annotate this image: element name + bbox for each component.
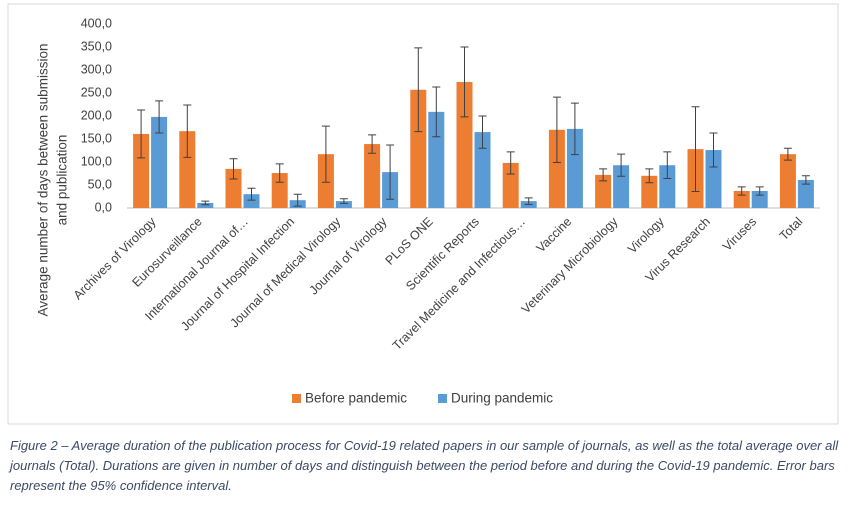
error-bar (229, 158, 238, 180)
error-bar (339, 198, 348, 204)
legend-label: Before pandemic (305, 391, 407, 406)
error-bar (183, 104, 192, 158)
bar (705, 150, 722, 208)
bar (595, 174, 612, 208)
error-bar (755, 186, 764, 196)
error-bar (137, 109, 146, 159)
error-bar (506, 151, 515, 175)
bar (151, 116, 168, 208)
bar (335, 201, 352, 208)
y-tick-label: 300,0 (81, 62, 112, 76)
y-tick-label: 0,0 (95, 200, 112, 214)
legend-label: During pandemic (451, 391, 553, 406)
legend-swatch (292, 394, 301, 403)
error-bar (783, 147, 792, 161)
error-bar (663, 151, 672, 180)
bar (456, 81, 473, 208)
x-tick-label: Virology (625, 214, 667, 256)
legend-swatch (438, 394, 447, 403)
chart-frame (7, 3, 839, 425)
bar (548, 129, 565, 208)
error-bar (368, 134, 377, 154)
y-tick-label: 400,0 (81, 16, 112, 30)
y-tick-label: 100,0 (81, 154, 112, 168)
bar (133, 133, 150, 208)
error-bar (524, 197, 533, 205)
y-axis-title: Average number of days between submissio… (36, 44, 51, 317)
bar (364, 144, 381, 208)
error-bar (293, 193, 302, 207)
bar (566, 128, 583, 208)
y-tick-label: 350,0 (81, 39, 112, 53)
bar (779, 154, 796, 208)
x-tick-label: Archives of Virology (71, 214, 159, 302)
error-bar (691, 106, 700, 192)
error-bar (321, 125, 330, 183)
error-bar (275, 163, 284, 183)
bar (641, 175, 658, 208)
y-tick-label: 200,0 (81, 108, 112, 122)
bar (243, 194, 260, 208)
error-bar (737, 186, 746, 196)
error-bar (801, 175, 810, 185)
y-tick-label: 250,0 (81, 85, 112, 99)
y-axis-title: and publication (55, 135, 70, 226)
error-bar (709, 132, 718, 168)
bar (797, 179, 814, 208)
x-tick-label: Veterinary Microbiology (519, 214, 621, 316)
error-bar (570, 102, 579, 156)
figure-caption: Figure 2 – Average duration of the publi… (10, 438, 839, 493)
error-bar (599, 168, 608, 182)
error-bar (552, 96, 561, 163)
error-bar (247, 187, 256, 201)
bar (410, 89, 427, 208)
x-tick-label: Vaccine (534, 215, 575, 256)
y-tick-label: 50,0 (88, 177, 112, 191)
y-tick-label: 150,0 (81, 131, 112, 145)
bar (428, 111, 445, 208)
bar (197, 202, 214, 208)
x-tick-label: Viruses (720, 215, 759, 254)
error-bar (432, 86, 441, 138)
bar (474, 132, 491, 208)
error-bar (414, 47, 423, 133)
error-bar (478, 115, 487, 149)
bar (179, 131, 196, 208)
error-bar (155, 100, 164, 134)
bar (659, 165, 676, 208)
error-bar (460, 46, 469, 118)
x-tick-label: Journal of Virology (307, 214, 390, 297)
chart: 0,0 50,0 100,0 150,0 200,0 250,0 300,0 350,0 400… (7, 3, 839, 425)
error-bar (386, 144, 395, 200)
x-tick-label: Total (777, 215, 806, 244)
error-bar (617, 153, 626, 177)
error-bar (645, 168, 654, 184)
error-bar (201, 200, 210, 206)
